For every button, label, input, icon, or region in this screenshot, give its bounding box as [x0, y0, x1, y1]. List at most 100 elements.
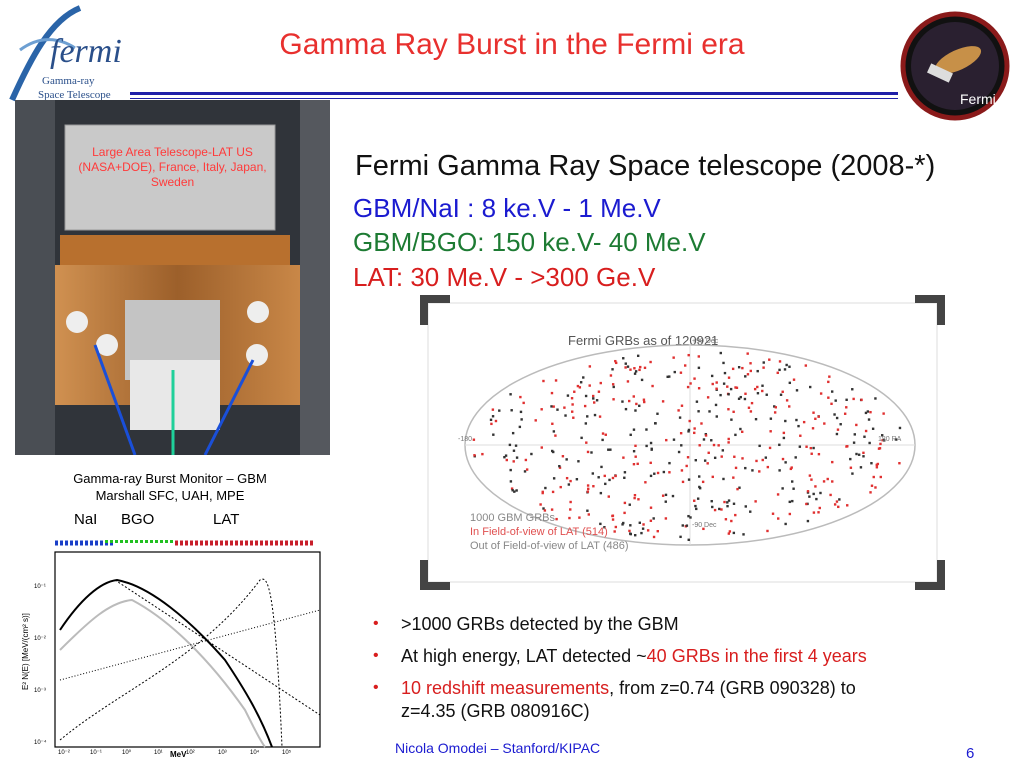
grb-marker	[698, 485, 701, 489]
grb-marker	[623, 476, 626, 479]
grb-marker	[827, 380, 830, 384]
grb-marker	[654, 422, 657, 425]
grb-marker	[845, 406, 848, 409]
grb-marker	[672, 438, 676, 441]
patch-label: Fermi	[960, 91, 996, 107]
bullet-1-text: >1000 GRBs detected by the GBM	[401, 614, 679, 634]
grb-marker	[712, 443, 716, 447]
grb-marker	[586, 509, 589, 512]
grb-marker	[473, 454, 476, 457]
grb-marker	[645, 444, 648, 448]
grb-marker	[736, 487, 739, 491]
grb-marker	[812, 492, 815, 496]
grb-marker	[512, 460, 515, 463]
grb-marker	[863, 435, 866, 438]
grb-marker	[565, 476, 569, 480]
grb-marker	[672, 356, 675, 359]
grb-marker	[540, 446, 543, 449]
grb-marker	[693, 377, 696, 380]
grb-marker	[540, 408, 543, 411]
bullet-marker: •	[373, 647, 379, 664]
grb-marker	[543, 509, 547, 512]
grb-marker	[879, 442, 882, 446]
grb-marker	[634, 455, 637, 458]
grb-marker	[713, 456, 717, 460]
grb-marker	[812, 511, 816, 514]
grb-dots	[472, 351, 902, 542]
grb-marker	[830, 402, 833, 405]
grb-marker	[737, 397, 741, 400]
bullet-3-highlight: 10 redshift measurements	[401, 678, 610, 698]
frame-corner	[420, 560, 450, 590]
logo-line2: Space Telescope	[38, 89, 111, 101]
grb-marker	[693, 431, 696, 435]
nai-label: NaI	[74, 511, 98, 528]
grb-marker	[812, 446, 815, 450]
spectrum-ylabel: E² N(E) [MeV/(cm² s)]	[21, 613, 30, 690]
grb-marker	[758, 444, 761, 448]
grb-marker	[764, 456, 768, 459]
grb-marker	[738, 486, 741, 489]
grb-marker	[845, 398, 848, 401]
grb-marker	[739, 395, 742, 399]
grb-marker	[788, 512, 792, 516]
grb-marker	[550, 508, 554, 511]
grb-marker	[611, 383, 615, 386]
grb-marker	[706, 396, 710, 399]
grb-marker	[866, 410, 870, 413]
grb-marker	[881, 438, 884, 442]
grb-marker	[687, 514, 690, 518]
grb-marker	[733, 455, 736, 458]
grb-marker	[784, 461, 787, 464]
grb-marker	[514, 444, 518, 447]
grb-marker	[520, 418, 523, 421]
grb-marker	[572, 416, 575, 419]
grb-marker	[634, 409, 637, 412]
grb-marker	[634, 370, 638, 373]
grb-marker	[727, 532, 731, 535]
grb-marker	[741, 366, 744, 370]
xtick-6: 10³	[218, 750, 227, 756]
grb-marker	[730, 418, 733, 421]
grb-marker	[788, 365, 791, 368]
grb-marker	[792, 487, 795, 490]
grb-marker	[632, 450, 636, 453]
grb-marker	[565, 458, 568, 461]
grb-marker	[534, 419, 537, 422]
grb-marker	[685, 524, 689, 527]
grb-marker	[566, 394, 570, 397]
grb-marker	[653, 472, 656, 475]
grb-marker	[635, 402, 638, 406]
grb-marker	[809, 446, 813, 450]
grb-marker	[666, 375, 669, 379]
grb-marker	[649, 474, 653, 478]
grb-marker	[628, 503, 631, 506]
grb-marker	[768, 446, 772, 450]
skymap-bottom-dec: -90 Dec	[692, 522, 717, 529]
grb-marker	[584, 422, 588, 425]
grb-marker	[585, 441, 588, 444]
grb-marker	[591, 394, 595, 398]
grb-marker	[883, 439, 886, 442]
grb-marker	[611, 368, 614, 371]
grb-marker	[634, 444, 637, 448]
grb-marker	[869, 410, 872, 414]
bullet-2-highlight: 40 GRBs in the first 4 years	[646, 646, 867, 666]
grb-marker	[781, 390, 784, 393]
grb-marker	[722, 382, 726, 385]
grb-marker	[626, 380, 630, 383]
grb-marker	[586, 415, 589, 418]
grb-marker	[710, 374, 714, 378]
grb-marker	[680, 444, 683, 447]
grb-marker	[726, 504, 729, 508]
grb-marker	[702, 438, 706, 441]
grb-marker	[782, 431, 786, 435]
grb-marker	[612, 398, 615, 401]
grb-marker	[739, 427, 742, 431]
grb-marker	[677, 409, 680, 412]
grb-marker	[597, 476, 600, 479]
grb-marker	[643, 400, 646, 404]
grb-marker	[650, 448, 653, 451]
grb-marker	[852, 397, 855, 401]
grb-marker	[601, 432, 605, 435]
